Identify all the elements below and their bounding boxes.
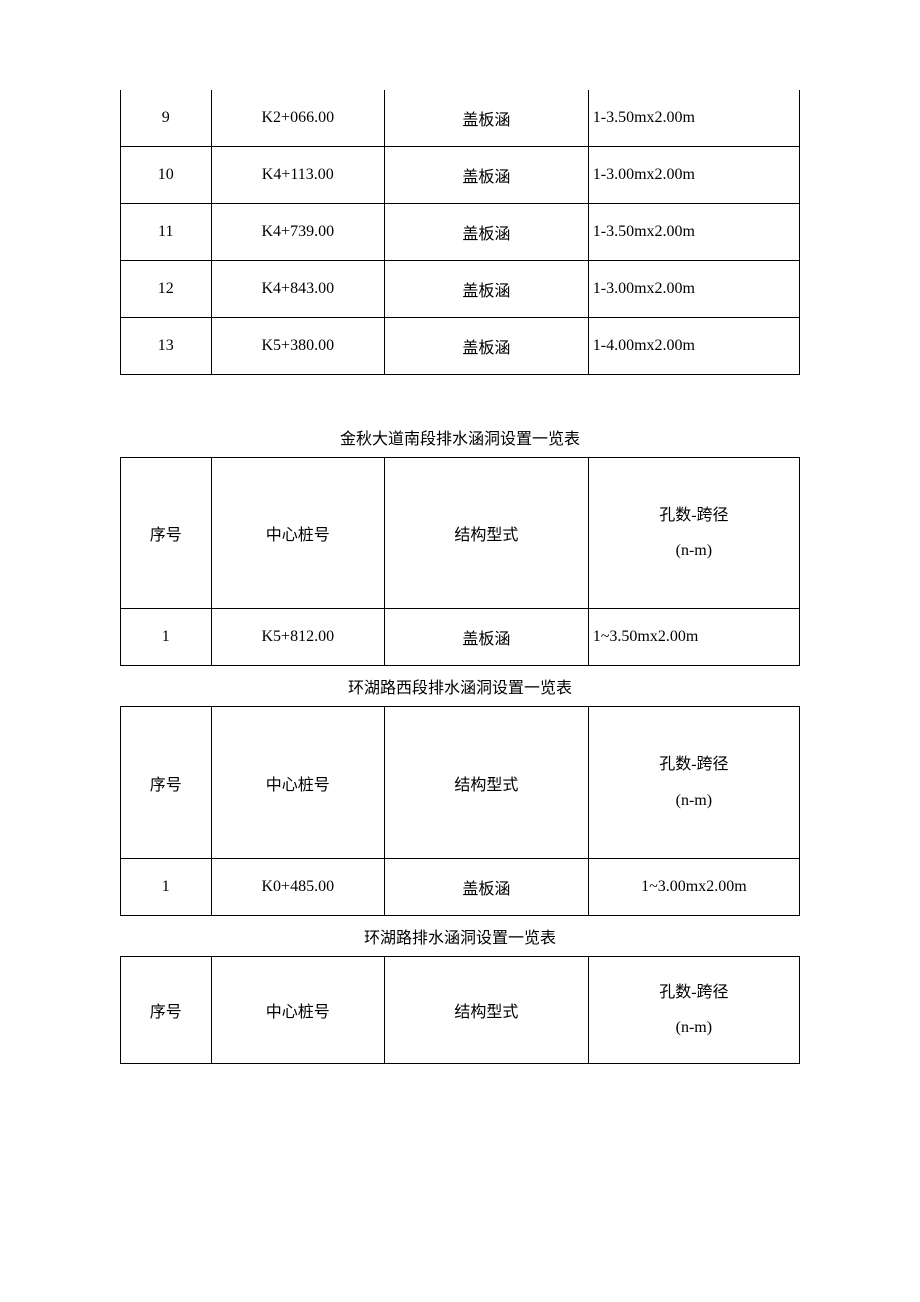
cell-seq: 1 xyxy=(121,609,212,666)
cell-struct: 盖板涵 xyxy=(385,858,589,915)
cell-struct: 盖板涵 xyxy=(385,609,589,666)
header-stake: 中心桩号 xyxy=(211,707,385,858)
cell-seq: 12 xyxy=(121,261,212,318)
table-2: 序号 中心桩号 结构型式 孔数-跨径 (n-m) 1 K5+812.00 盖板涵… xyxy=(120,457,800,666)
table-4: 序号 中心桩号 结构型式 孔数-跨径 (n-m) xyxy=(120,956,800,1064)
header-seq: 序号 xyxy=(121,458,212,609)
table-row: 11 K4+739.00 盖板涵 1-3.50mx2.00m xyxy=(121,204,800,261)
cell-span: 1-3.00mx2.00m xyxy=(588,147,799,204)
header-span-line1: 孔数-跨径 xyxy=(659,756,728,773)
table-row: 1 K0+485.00 盖板涵 1~3.00mx2.00m xyxy=(121,858,800,915)
cell-span: 1-3.50mx2.00m xyxy=(588,204,799,261)
header-span-line2: (n-m) xyxy=(676,1019,712,1036)
header-span-line1: 孔数-跨径 xyxy=(659,507,728,524)
cell-span: 1-4.00mx2.00m xyxy=(588,318,799,375)
header-span: 孔数-跨径 (n-m) xyxy=(588,956,799,1063)
document-content: 9 K2+066.00 盖板涵 1-3.50mx2.00m 10 K4+113.… xyxy=(120,90,800,1064)
cell-struct: 盖板涵 xyxy=(385,261,589,318)
cell-stake: K5+812.00 xyxy=(211,609,385,666)
table-2-title: 金秋大道南段排水涵洞设置一览表 xyxy=(120,425,800,449)
header-span: 孔数-跨径 (n-m) xyxy=(588,707,799,858)
table-header-row: 序号 中心桩号 结构型式 孔数-跨径 (n-m) xyxy=(121,707,800,858)
cell-stake: K4+843.00 xyxy=(211,261,385,318)
cell-span: 1~3.00mx2.00m xyxy=(588,858,799,915)
cell-struct: 盖板涵 xyxy=(385,318,589,375)
header-seq: 序号 xyxy=(121,956,212,1063)
cell-seq: 13 xyxy=(121,318,212,375)
table-row: 1 K5+812.00 盖板涵 1~3.50mx2.00m xyxy=(121,609,800,666)
table-row: 9 K2+066.00 盖板涵 1-3.50mx2.00m xyxy=(121,90,800,147)
header-stake: 中心桩号 xyxy=(211,458,385,609)
header-struct: 结构型式 xyxy=(385,458,589,609)
cell-span: 1~3.50mx2.00m xyxy=(588,609,799,666)
header-seq: 序号 xyxy=(121,707,212,858)
table-4-title: 环湖路排水涵洞设置一览表 xyxy=(120,924,800,948)
table-1: 9 K2+066.00 盖板涵 1-3.50mx2.00m 10 K4+113.… xyxy=(120,90,800,375)
table-header-row: 序号 中心桩号 结构型式 孔数-跨径 (n-m) xyxy=(121,458,800,609)
header-stake: 中心桩号 xyxy=(211,956,385,1063)
cell-span: 1-3.00mx2.00m xyxy=(588,261,799,318)
table-3: 序号 中心桩号 结构型式 孔数-跨径 (n-m) 1 K0+485.00 盖板涵… xyxy=(120,706,800,915)
cell-seq: 11 xyxy=(121,204,212,261)
table-row: 12 K4+843.00 盖板涵 1-3.00mx2.00m xyxy=(121,261,800,318)
cell-struct: 盖板涵 xyxy=(385,90,589,147)
header-struct: 结构型式 xyxy=(385,707,589,858)
table-3-title: 环湖路西段排水涵洞设置一览表 xyxy=(120,674,800,698)
cell-seq: 10 xyxy=(121,147,212,204)
header-span: 孔数-跨径 (n-m) xyxy=(588,458,799,609)
cell-stake: K5+380.00 xyxy=(211,318,385,375)
cell-struct: 盖板涵 xyxy=(385,147,589,204)
header-span-line1: 孔数-跨径 xyxy=(659,984,728,1001)
header-struct: 结构型式 xyxy=(385,956,589,1063)
cell-seq: 1 xyxy=(121,858,212,915)
header-span-line2: (n-m) xyxy=(676,792,712,809)
cell-stake: K0+485.00 xyxy=(211,858,385,915)
table-row: 13 K5+380.00 盖板涵 1-4.00mx2.00m xyxy=(121,318,800,375)
cell-struct: 盖板涵 xyxy=(385,204,589,261)
table-header-row: 序号 中心桩号 结构型式 孔数-跨径 (n-m) xyxy=(121,956,800,1063)
cell-stake: K4+113.00 xyxy=(211,147,385,204)
cell-stake: K2+066.00 xyxy=(211,90,385,147)
cell-span: 1-3.50mx2.00m xyxy=(588,90,799,147)
table-row: 10 K4+113.00 盖板涵 1-3.00mx2.00m xyxy=(121,147,800,204)
cell-seq: 9 xyxy=(121,90,212,147)
header-span-line2: (n-m) xyxy=(676,542,712,559)
cell-stake: K4+739.00 xyxy=(211,204,385,261)
